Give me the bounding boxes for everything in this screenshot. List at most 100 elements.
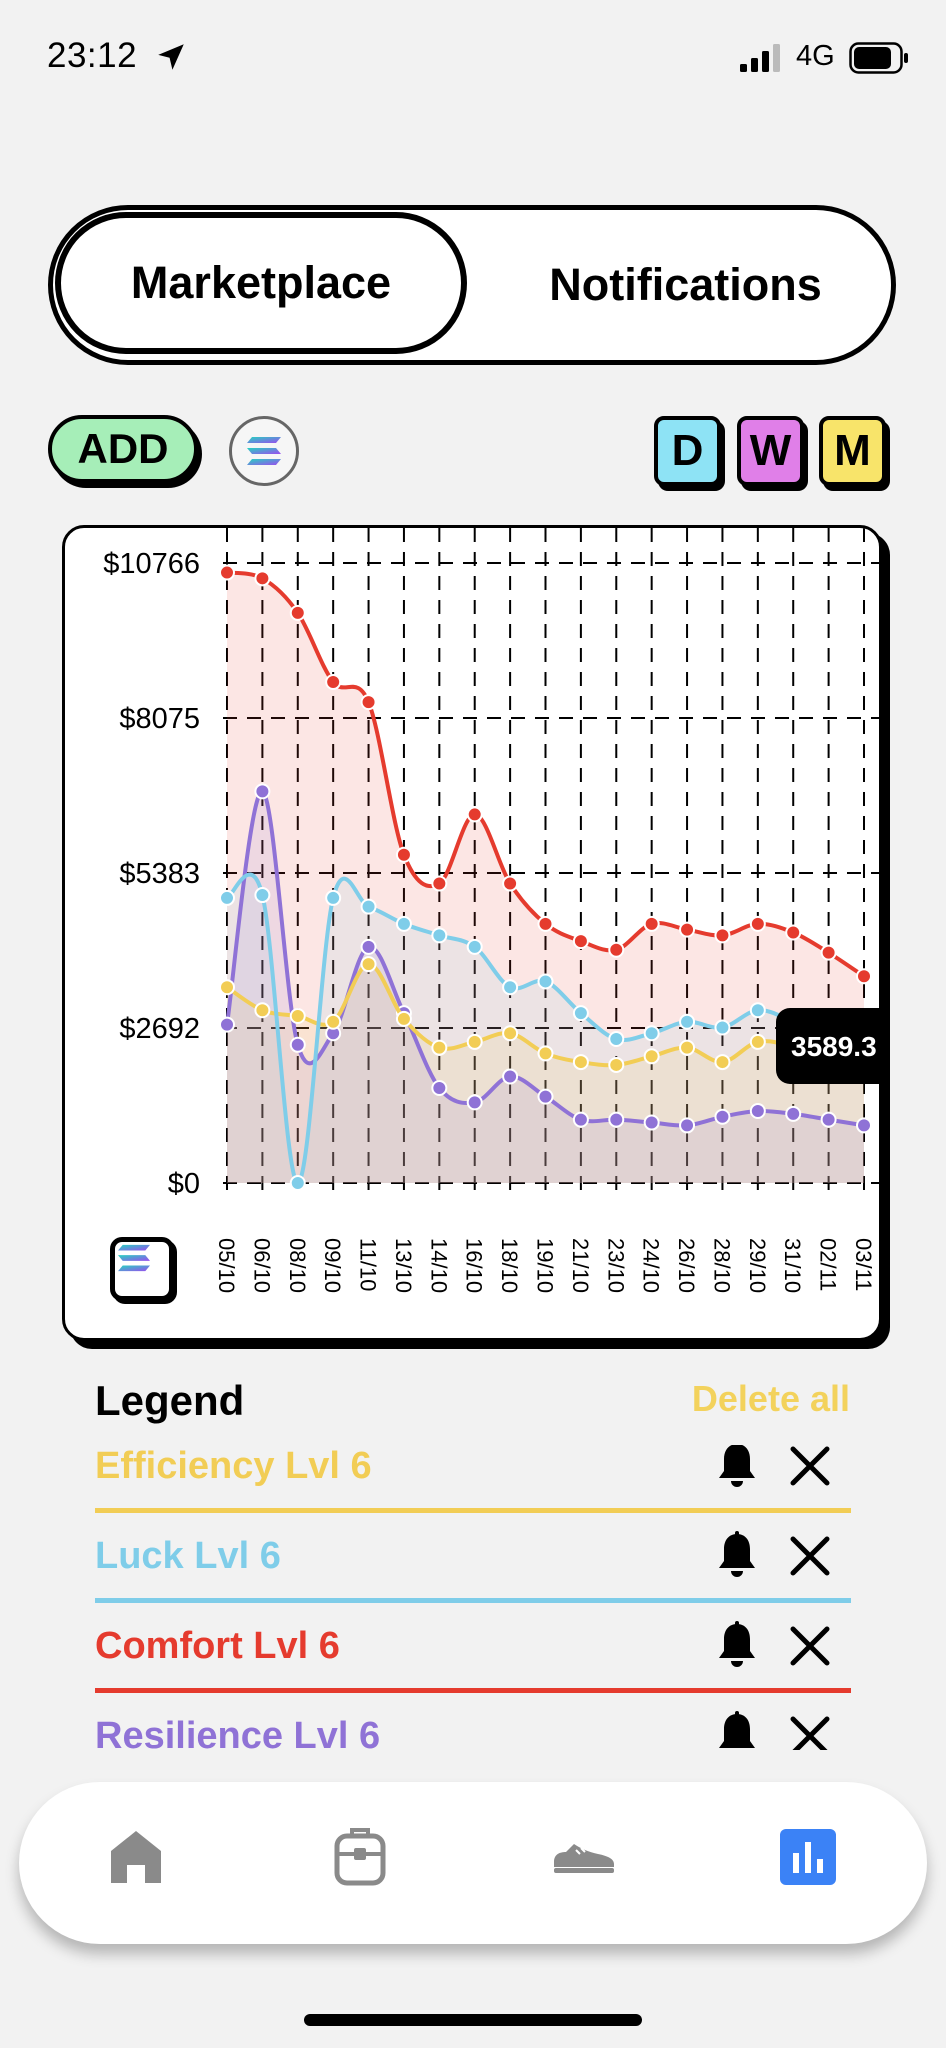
- close-icon[interactable]: [785, 1711, 835, 1750]
- legend-item-name: Efficiency Lvl 6: [95, 1445, 372, 1487]
- bell-icon[interactable]: [715, 1711, 759, 1750]
- tooltip-box: [776, 1008, 879, 1084]
- data-point: [219, 979, 235, 996]
- network-type: 4G: [796, 40, 835, 72]
- legend-item-name: Luck Lvl 6: [95, 1535, 281, 1577]
- bottom-nav: [19, 1782, 927, 1944]
- status-time: 23:12: [47, 36, 138, 75]
- x-tick-label: 21/10: [568, 1238, 593, 1293]
- bell-icon[interactable]: [715, 1621, 759, 1671]
- period-week-button[interactable]: W: [737, 416, 804, 486]
- data-point: [289, 1175, 306, 1191]
- bell-icon[interactable]: [715, 1445, 759, 1491]
- x-tick-label: 03/11: [851, 1238, 876, 1291]
- home-indicator: [304, 2014, 642, 2026]
- data-point: [360, 898, 377, 915]
- data-point: [679, 1039, 696, 1056]
- data-point: [537, 915, 554, 932]
- segmented-tabs: Marketplace Notifications: [48, 205, 896, 365]
- data-point: [431, 927, 448, 944]
- data-point: [395, 1010, 412, 1027]
- cellular-signal-icon: [740, 44, 780, 72]
- legend-list[interactable]: Efficiency Lvl 6 Luck Lvl 6 Comfort Lvl 6 R…: [0, 1445, 946, 1750]
- data-point: [360, 694, 377, 711]
- close-icon[interactable]: [785, 1445, 835, 1491]
- data-point: [749, 1103, 766, 1120]
- data-point: [643, 1114, 660, 1131]
- nav-sneakers[interactable]: [549, 1822, 619, 1892]
- data-point: [749, 915, 766, 932]
- chart-token-button[interactable]: [110, 1237, 174, 1301]
- period-month-button[interactable]: M: [819, 416, 886, 486]
- data-point: [537, 973, 554, 990]
- battery-icon: [849, 42, 908, 74]
- data-point: [502, 979, 519, 996]
- data-point: [537, 1045, 554, 1062]
- backpack-icon: [334, 1828, 386, 1886]
- data-point: [289, 1007, 306, 1024]
- data-point: [714, 1108, 731, 1125]
- data-point: [360, 956, 377, 973]
- x-tick-label: 31/10: [780, 1238, 805, 1293]
- legend-item[interactable]: Resilience Lvl 6: [95, 1695, 851, 1750]
- nav-backpack[interactable]: [325, 1822, 395, 1892]
- legend-item[interactable]: Efficiency Lvl 6: [95, 1445, 851, 1513]
- data-point: [466, 1033, 483, 1050]
- tooltip-value: 3589.3: [791, 1031, 877, 1062]
- series-line: [225, 789, 865, 1128]
- data-point: [219, 889, 235, 906]
- add-button[interactable]: ADD: [48, 415, 198, 483]
- data-point: [608, 941, 625, 958]
- data-point: [395, 846, 412, 863]
- data-point: [643, 915, 660, 932]
- y-tick-label: $2692: [119, 1013, 200, 1045]
- x-tick-label: 02/11: [816, 1238, 841, 1291]
- tab-marketplace[interactable]: Marketplace: [55, 212, 467, 354]
- data-point: [325, 1013, 342, 1030]
- x-tick-label: 16/10: [462, 1238, 487, 1293]
- data-point: [608, 1031, 625, 1048]
- nav-stats[interactable]: [773, 1822, 843, 1892]
- x-tick-label: 28/10: [709, 1238, 734, 1293]
- data-point: [572, 1005, 589, 1022]
- y-tick-label: $10766: [103, 548, 200, 580]
- x-tick-label: 06/10: [249, 1238, 274, 1293]
- data-point: [608, 1111, 625, 1128]
- data-point: [254, 783, 271, 800]
- legend-item[interactable]: Comfort Lvl 6: [95, 1605, 851, 1693]
- data-point: [219, 564, 235, 581]
- data-point: [254, 1002, 271, 1019]
- series-area: [227, 964, 864, 1183]
- bell-icon[interactable]: [715, 1531, 759, 1581]
- tab-notifications[interactable]: Notifications: [549, 259, 822, 310]
- data-point: [431, 1079, 448, 1096]
- data-point: [325, 889, 342, 906]
- price-chart-card: $10766 $8075 $5383 $2692 $0 05/10 06/10 08/10 09…: [62, 525, 882, 1341]
- y-tick-label: $0: [168, 1168, 200, 1200]
- x-tick-label: 13/10: [391, 1238, 416, 1293]
- data-point: [714, 1019, 731, 1036]
- delete-all-button[interactable]: Delete all: [691, 1378, 850, 1419]
- data-point: [325, 673, 342, 690]
- series-area: [227, 874, 864, 1184]
- x-tick-label: 24/10: [639, 1238, 664, 1293]
- y-tick-label: $5383: [119, 858, 200, 890]
- series-area: [227, 572, 864, 1183]
- data-point: [572, 933, 589, 950]
- data-point: [360, 938, 377, 955]
- data-point: [466, 1094, 483, 1111]
- close-icon[interactable]: [785, 1621, 835, 1671]
- solana-token-button[interactable]: [229, 416, 299, 486]
- data-point: [537, 1088, 554, 1105]
- data-point: [856, 968, 872, 985]
- x-tick-label: 29/10: [745, 1238, 770, 1293]
- price-chart[interactable]: $10766 $8075 $5383 $2692 $0 05/10 06/10 08/10 09…: [65, 528, 882, 1341]
- nav-home[interactable]: [101, 1822, 171, 1892]
- data-point: [785, 924, 802, 941]
- x-tick-label: 08/10: [285, 1238, 310, 1293]
- period-day-button[interactable]: D: [654, 416, 721, 486]
- close-icon[interactable]: [785, 1531, 835, 1581]
- data-point: [502, 1025, 519, 1042]
- legend-item[interactable]: Luck Lvl 6: [95, 1515, 851, 1603]
- data-point: [679, 1013, 696, 1030]
